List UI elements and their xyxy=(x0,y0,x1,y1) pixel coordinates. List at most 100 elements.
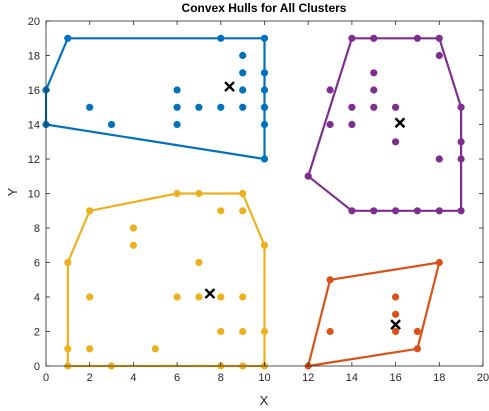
x-tick-label-1: 2 xyxy=(87,372,93,384)
x-tick-label-5: 10 xyxy=(258,372,270,384)
x-axis-label: X xyxy=(260,393,269,408)
point-1-20 xyxy=(260,120,269,129)
point-4-5 xyxy=(392,310,400,318)
centroids-layer xyxy=(204,81,406,330)
y-tick-label-8: 16 xyxy=(28,85,40,97)
chart-title: Convex Hulls for All Clusters xyxy=(182,1,347,15)
point-3-11 xyxy=(173,189,181,198)
point-1-15 xyxy=(239,103,247,111)
point-1-17 xyxy=(260,69,269,77)
axes-layer: 0 2 4 6 8 10 12 14 16 18 20 0 2 4 6 8 10 12 14 16 18 20 xyxy=(28,16,489,384)
point-1-13 xyxy=(239,69,247,77)
point-2-25 xyxy=(457,207,465,215)
point-2-13 xyxy=(392,103,400,111)
point-1-16 xyxy=(260,34,269,42)
point-2-22 xyxy=(457,103,465,111)
point-3-26 xyxy=(260,327,269,336)
point-3-10 xyxy=(151,345,159,353)
point-2-11 xyxy=(370,103,378,111)
point-1-14 xyxy=(239,86,247,94)
y-tick-label-7: 14 xyxy=(28,120,40,132)
point-1-12 xyxy=(239,51,247,60)
centroid-marker-1 xyxy=(224,81,235,92)
point-4-3 xyxy=(326,327,334,336)
y-tick-label-2: 4 xyxy=(34,292,40,304)
point-1-11 xyxy=(217,103,225,111)
x-tick-label-0: 0 xyxy=(43,372,49,384)
point-4-4 xyxy=(392,293,400,301)
point-2-15 xyxy=(392,207,400,215)
y-tick-label-9: 18 xyxy=(28,51,40,63)
point-2-6 xyxy=(348,120,356,129)
y-tick-label-6: 12 xyxy=(28,154,40,166)
point-4-2 xyxy=(326,276,334,284)
point-2-2 xyxy=(326,86,334,94)
point-4-9 xyxy=(435,258,443,267)
y-tick-label-10: 20 xyxy=(28,16,40,28)
point-1-9 xyxy=(195,103,203,111)
x-tick-label-7: 14 xyxy=(346,372,358,384)
points-layer xyxy=(42,34,465,370)
point-3-13 xyxy=(195,189,203,198)
x-tick-label-2: 4 xyxy=(130,372,136,384)
point-1-3 xyxy=(64,34,72,42)
point-3-12 xyxy=(173,293,181,301)
x-tick-label-8: 16 xyxy=(389,372,401,384)
y-tick-label-4: 8 xyxy=(34,223,40,235)
point-2-7 xyxy=(348,207,356,215)
y-tick-label-3: 6 xyxy=(34,258,40,270)
point-1-6 xyxy=(173,86,181,94)
point-2-5 xyxy=(348,103,356,111)
point-3-21 xyxy=(239,207,247,215)
point-2-23 xyxy=(457,138,465,146)
point-3-16 xyxy=(217,207,225,215)
point-3-9 xyxy=(129,241,137,249)
point-4-7 xyxy=(413,327,421,336)
x-tick-label-10: 20 xyxy=(477,372,489,384)
point-1-5 xyxy=(107,120,116,129)
point-1-10 xyxy=(217,34,225,42)
point-1-18 xyxy=(260,86,269,94)
point-2-14 xyxy=(392,138,400,146)
point-2-19 xyxy=(435,51,443,60)
centroid-marker-3 xyxy=(204,288,216,299)
x-tick-label-3: 6 xyxy=(174,372,180,384)
hull-1 xyxy=(44,37,266,161)
point-2-4 xyxy=(348,34,356,42)
point-2-9 xyxy=(370,69,378,77)
point-1-8 xyxy=(173,120,181,129)
x-tick-label-4: 8 xyxy=(218,372,224,384)
y-tick-label-5: 10 xyxy=(28,189,40,201)
point-3-22 xyxy=(239,293,247,301)
point-2-20 xyxy=(435,155,443,163)
point-2-8 xyxy=(370,34,378,42)
point-4-6 xyxy=(392,327,400,336)
point-2-21 xyxy=(435,207,443,215)
hulls-layer xyxy=(44,37,463,368)
point-3-14 xyxy=(195,258,203,267)
point-1-19 xyxy=(260,103,269,111)
point-3-17 xyxy=(217,293,225,301)
point-1-7 xyxy=(173,103,181,111)
point-2-3 xyxy=(326,120,334,129)
x-tick-label-9: 18 xyxy=(433,372,445,384)
x-tick-label-6: 12 xyxy=(302,372,314,384)
point-3-4 xyxy=(86,207,94,215)
point-2-10 xyxy=(370,86,378,94)
hull-3 xyxy=(66,192,266,368)
point-3-6 xyxy=(86,345,94,353)
point-3-18 xyxy=(217,327,225,336)
point-2-1 xyxy=(304,172,312,180)
point-2-12 xyxy=(370,207,378,215)
y-tick-label-0: 0 xyxy=(34,361,40,373)
centroid-marker-2 xyxy=(394,117,406,129)
point-2-16 xyxy=(413,34,421,42)
y-tick-label-1: 2 xyxy=(34,327,40,339)
y-axis-label: Y xyxy=(5,187,20,196)
point-3-5 xyxy=(86,293,94,301)
point-1-21 xyxy=(260,155,269,163)
point-3-2 xyxy=(64,345,72,353)
point-3-23 xyxy=(239,327,247,336)
